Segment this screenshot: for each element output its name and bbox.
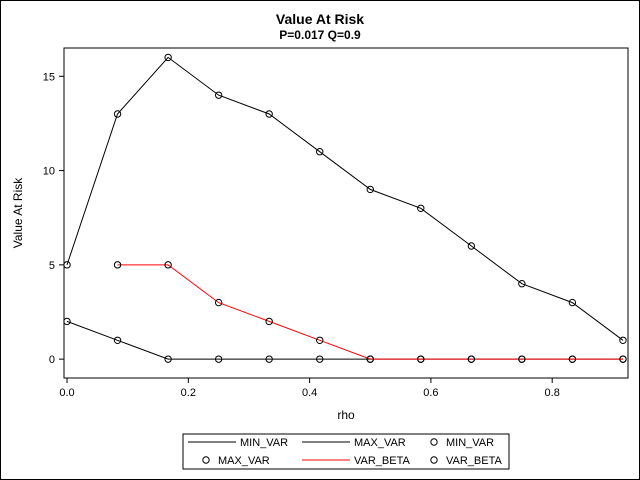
y-tick-label: 10 bbox=[43, 166, 55, 178]
data-point-min-var bbox=[113, 336, 122, 344]
axes: 0.0 0.2 0.4 0.6 0.8 0 5 10 15 bbox=[43, 71, 560, 399]
x-tick-label: 0.4 bbox=[302, 387, 317, 399]
data-point-var-beta bbox=[366, 355, 374, 363]
legend-box bbox=[182, 433, 510, 470]
data-point-max-var bbox=[518, 280, 526, 288]
series-line-min-var bbox=[66, 320, 623, 360]
data-point-max-var bbox=[366, 185, 374, 194]
x-tick-label: 0.6 bbox=[423, 387, 438, 399]
data-point-max-var bbox=[113, 110, 122, 118]
data-point-min-var bbox=[63, 317, 71, 326]
x-axis-label: rho bbox=[337, 408, 355, 422]
data-point-max-var bbox=[417, 204, 425, 212]
data-point-max-var bbox=[568, 298, 577, 307]
data-point-var-beta bbox=[568, 355, 577, 363]
series-line-var-beta bbox=[117, 264, 623, 360]
chart-title: Value At Risk bbox=[275, 11, 365, 27]
series-line-max-var bbox=[66, 56, 624, 341]
data-point-var-beta bbox=[467, 355, 476, 363]
data-point-var-beta bbox=[214, 298, 223, 307]
data-point-var-beta bbox=[164, 261, 172, 269]
data-point-max-var bbox=[214, 91, 223, 99]
data-point-max-var bbox=[619, 336, 627, 344]
data-point-min-var bbox=[265, 355, 273, 363]
y-tick-label: 5 bbox=[49, 260, 55, 272]
legend-label: MIN_VAR bbox=[446, 437, 494, 449]
data-point-var-beta bbox=[316, 336, 324, 344]
legend-label: VAR_BETA bbox=[446, 455, 502, 467]
x-tick-label: 0.0 bbox=[59, 387, 74, 399]
y-axis-label: Value At Risk bbox=[11, 177, 25, 248]
data-point-var-beta bbox=[417, 355, 425, 363]
series-layer bbox=[63, 53, 627, 363]
legend-label: MAX_VAR bbox=[354, 437, 406, 449]
legend-label: MIN_VAR bbox=[240, 437, 288, 449]
data-point-var-beta bbox=[518, 355, 526, 363]
data-point-max-var bbox=[316, 148, 324, 156]
data-point-var-beta bbox=[619, 355, 627, 363]
data-point-var-beta bbox=[113, 261, 122, 269]
data-point-min-var bbox=[214, 355, 223, 363]
data-point-var-beta bbox=[265, 317, 273, 326]
x-tick-label: 0.2 bbox=[181, 387, 196, 399]
y-tick-label: 0 bbox=[49, 354, 55, 366]
legend-label: VAR_BETA bbox=[354, 455, 410, 467]
y-tick-label: 15 bbox=[43, 71, 55, 83]
legend-label: MAX_VAR bbox=[218, 455, 270, 467]
legend-marker-min-var bbox=[430, 438, 438, 446]
data-point-max-var bbox=[467, 242, 476, 250]
data-point-max-var bbox=[265, 110, 273, 118]
data-point-max-var bbox=[63, 261, 71, 269]
legend: MIN_VAR MAX_VAR MIN_VAR MAX_VAR VAR_BETA VAR_… bbox=[182, 433, 510, 470]
legend-marker-var-beta bbox=[430, 456, 438, 464]
plot-area bbox=[63, 47, 629, 379]
chart-subtitle: P=0.017 Q=0.9 bbox=[279, 28, 361, 42]
data-point-max-var bbox=[164, 53, 172, 62]
x-tick-label: 0.8 bbox=[545, 387, 560, 399]
legend-marker-max-var bbox=[202, 456, 210, 464]
data-point-min-var bbox=[164, 355, 172, 363]
data-point-min-var bbox=[316, 355, 324, 363]
